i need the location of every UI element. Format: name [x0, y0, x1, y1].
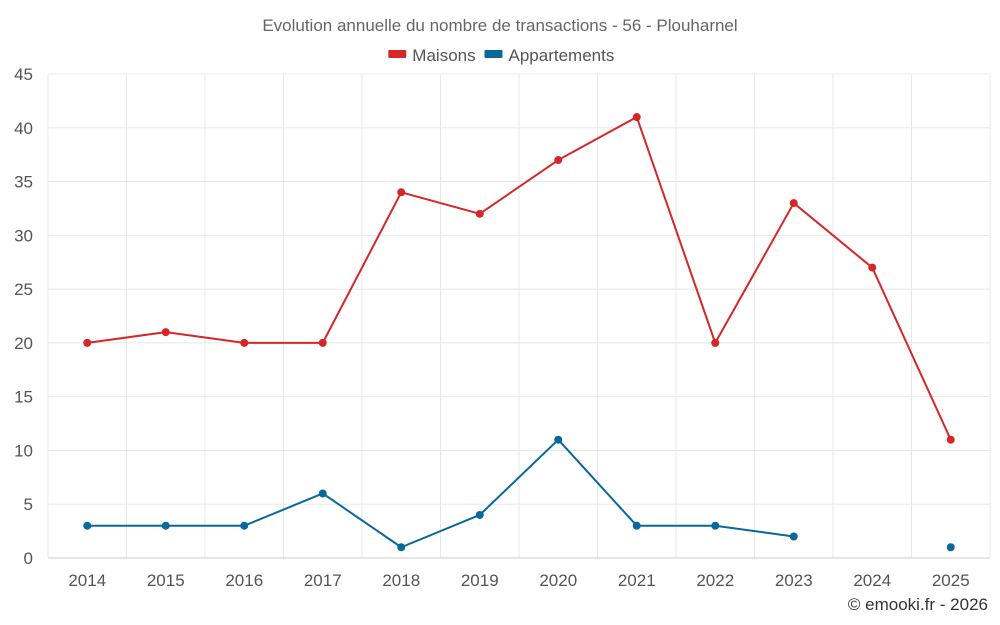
y-tick-label: 5 [24, 495, 33, 514]
y-tick-label: 20 [14, 334, 33, 353]
data-point[interactable] [397, 188, 406, 197]
data-point[interactable] [632, 521, 641, 530]
x-tick-label: 2023 [775, 571, 813, 590]
data-point[interactable] [318, 338, 327, 347]
x-tick-label: 2016 [225, 571, 263, 590]
y-tick-label: 30 [14, 226, 33, 245]
y-tick-label: 0 [24, 549, 33, 568]
y-tick-label: 10 [14, 441, 33, 460]
x-tick-label: 2020 [539, 571, 577, 590]
y-tick-label: 35 [14, 173, 33, 192]
chart-title: Evolution annuelle du nombre de transact… [262, 16, 737, 35]
grid [47, 73, 991, 559]
legend-label: Maisons [412, 46, 475, 65]
data-point[interactable] [789, 199, 798, 208]
data-point[interactable] [632, 113, 641, 122]
data-point[interactable] [397, 543, 406, 552]
data-point[interactable] [83, 338, 92, 347]
series-appartements [83, 435, 955, 552]
legend: Maisons Appartements [388, 46, 614, 65]
data-point[interactable] [789, 532, 798, 541]
data-point[interactable] [946, 543, 955, 552]
credit-text: © emooki.fr - 2026 [848, 595, 988, 614]
legend-item-appartements[interactable]: Appartements [484, 46, 615, 65]
y-tick-label: 45 [14, 65, 33, 84]
x-tick-label: 2024 [853, 571, 891, 590]
legend-item-maisons[interactable]: Maisons [388, 46, 476, 65]
x-tick-label: 2018 [382, 571, 420, 590]
x-tick-label: 2021 [618, 571, 656, 590]
x-tick-label: 2015 [147, 571, 185, 590]
x-tick-label: 2022 [696, 571, 734, 590]
data-point[interactable] [868, 263, 877, 272]
data-point[interactable] [318, 489, 327, 498]
data-point[interactable] [83, 521, 92, 530]
y-tick-label: 40 [14, 119, 33, 138]
data-point[interactable] [161, 328, 170, 337]
legend-swatch [484, 50, 503, 58]
data-point[interactable] [240, 338, 249, 347]
legend-swatch [388, 50, 407, 58]
x-tick-label: 2019 [461, 571, 499, 590]
x-tick-label: 2014 [68, 571, 106, 590]
data-point[interactable] [240, 521, 249, 530]
series [83, 113, 955, 552]
x-tick-label: 2017 [304, 571, 342, 590]
data-point[interactable] [161, 521, 170, 530]
data-point[interactable] [711, 521, 720, 530]
series-line [87, 116, 952, 441]
legend-label: Appartements [509, 46, 615, 65]
data-point[interactable] [475, 209, 484, 218]
data-point[interactable] [946, 435, 955, 444]
data-point[interactable] [554, 156, 563, 165]
data-point[interactable] [554, 435, 563, 444]
data-point[interactable] [475, 510, 484, 519]
data-point[interactable] [711, 338, 720, 347]
y-tick-label: 15 [14, 388, 33, 407]
series-maisons [83, 113, 955, 444]
x-tick-label: 2025 [932, 571, 970, 590]
y-tick-label: 25 [14, 280, 33, 299]
